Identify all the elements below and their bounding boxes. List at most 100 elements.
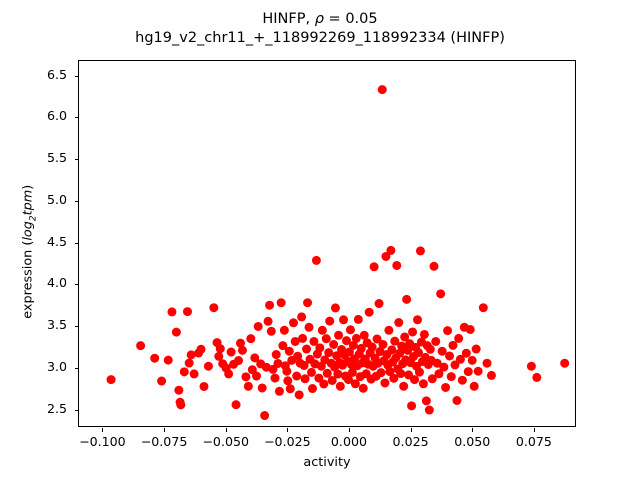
scatter-point <box>443 326 453 336</box>
scatter-point <box>214 351 224 361</box>
scatter-point <box>437 346 447 356</box>
scatter-point <box>395 348 405 358</box>
x-axis-tick-mark <box>410 428 412 432</box>
scatter-point <box>376 368 386 378</box>
x-axis-tick-mark <box>348 428 350 432</box>
scatter-point <box>174 385 184 395</box>
y-axis-tick-label: 5.0 <box>46 191 67 207</box>
scatter-points-layer <box>106 85 570 421</box>
scatter-point <box>560 358 570 368</box>
scatter-point <box>265 300 275 310</box>
scatter-point <box>432 358 442 368</box>
title-equals: = <box>323 11 346 27</box>
scatter-point <box>419 329 429 339</box>
scatter-point <box>270 373 280 383</box>
scatter-point <box>257 383 267 393</box>
scatter-point <box>445 351 455 361</box>
scatter-point <box>431 336 441 346</box>
scatter-point <box>317 325 327 335</box>
x-axis-tick-mark <box>533 428 535 432</box>
scatter-point <box>408 327 418 337</box>
y-axis-label-prefix: expression ( <box>20 240 36 319</box>
x-axis-tick-label: −0.050 <box>202 434 249 449</box>
scatter-point <box>414 367 424 377</box>
scatter-point <box>532 372 542 382</box>
scatter-point <box>425 344 435 354</box>
scatter-point <box>276 298 286 308</box>
scatter-point <box>300 374 310 384</box>
scatter-point <box>184 358 194 368</box>
scatter-point <box>364 307 374 317</box>
scatter-point <box>303 298 313 308</box>
scatter-point <box>341 336 351 346</box>
scatter-point <box>351 333 361 343</box>
scatter-point <box>350 379 360 389</box>
scatter-point <box>386 245 396 255</box>
y-axis-label-log-subscript: 2 <box>28 215 39 222</box>
scatter-point <box>375 347 385 357</box>
scatter-point <box>322 368 332 378</box>
scatter-point <box>526 361 536 371</box>
y-axis-tick-label: 6.5 <box>46 66 67 82</box>
scatter-point <box>283 376 293 386</box>
scatter-point <box>319 379 329 389</box>
plot-data-area <box>79 61 575 426</box>
x-axis-tick-mark <box>102 428 104 432</box>
x-axis-tick-label: 0.050 <box>454 434 491 449</box>
x-axis-tick-label: 0.000 <box>330 434 367 449</box>
y-axis-tick-mark <box>75 409 79 411</box>
scatter-point <box>243 381 253 391</box>
x-axis-tick-label: 0.025 <box>392 434 429 449</box>
x-axis-tick-label: −0.100 <box>79 434 126 449</box>
scatter-point <box>390 336 400 346</box>
y-axis-tick-mark <box>75 159 79 161</box>
scatter-point <box>345 325 355 335</box>
scatter-point <box>392 260 402 270</box>
scatter-point <box>284 346 294 356</box>
scatter-point <box>304 322 314 332</box>
scatter-point <box>273 358 283 368</box>
scatter-point <box>290 336 300 346</box>
scatter-point <box>410 375 420 385</box>
scatter-point <box>407 401 417 411</box>
scatter-point <box>457 375 467 385</box>
x-axis-tick-mark <box>472 428 474 432</box>
scatter-point <box>315 343 325 353</box>
scatter-point <box>486 370 496 380</box>
scatter-point <box>332 351 342 361</box>
scatter-point <box>171 327 181 337</box>
title-comma: , <box>305 11 315 27</box>
y-axis-label-tpm: tpm <box>20 189 36 216</box>
y-axis-tick-mark <box>75 368 79 370</box>
scatter-point <box>226 347 236 357</box>
scatter-point <box>358 383 368 393</box>
scatter-point <box>434 369 444 379</box>
scatter-point <box>292 371 302 381</box>
scatter-point <box>241 372 251 382</box>
scatter-point <box>347 367 357 377</box>
scatter-point <box>176 400 186 410</box>
y-axis-tick-mark <box>75 326 79 328</box>
scatter-point <box>306 367 316 377</box>
plot-axes-frame: −0.100 −0.075 −0.050 −0.025 0.000 0.025 0.050 0… <box>47 60 576 449</box>
x-axis-tick-label: −0.075 <box>140 434 188 449</box>
scatter-point <box>203 361 213 371</box>
scatter-point <box>348 340 358 350</box>
scatter-point <box>452 396 462 405</box>
scatter-point <box>374 299 384 309</box>
scatter-point <box>163 355 173 365</box>
scatter-point <box>450 360 460 370</box>
x-axis-tick-mark <box>287 428 289 432</box>
scatter-point <box>279 325 289 335</box>
title-rho-value: 0.05 <box>345 11 378 27</box>
scatter-point <box>381 251 391 261</box>
scatter-point <box>252 371 261 381</box>
y-axis-tick-label: 6.0 <box>46 108 67 124</box>
chart-title: HINFP, ρ = 0.05 hg19_v2_chr11_+_11899226… <box>0 10 640 48</box>
y-axis-tick-mark <box>75 75 79 77</box>
scatter-point <box>380 378 390 388</box>
scatter-point <box>309 336 319 346</box>
scatter-point <box>253 321 263 331</box>
scatter-point <box>186 350 196 360</box>
